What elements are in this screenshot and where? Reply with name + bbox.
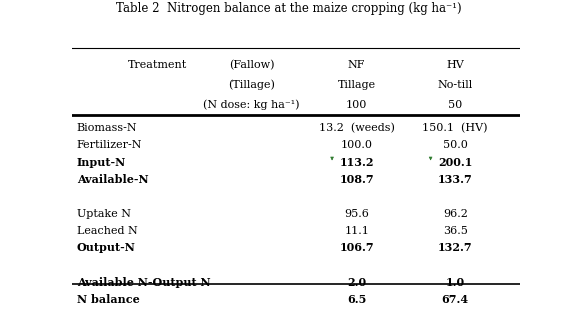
- Text: 1.0: 1.0: [446, 277, 465, 288]
- Text: 106.7: 106.7: [339, 242, 374, 254]
- Text: 67.4: 67.4: [442, 294, 469, 305]
- Text: Table 2  Nitrogen balance at the maize cropping (kg ha⁻¹): Table 2 Nitrogen balance at the maize cr…: [116, 2, 462, 15]
- Text: 100: 100: [346, 100, 368, 110]
- Text: 36.5: 36.5: [443, 226, 468, 236]
- Text: (Tillage): (Tillage): [228, 79, 275, 90]
- Text: (N dose: kg ha⁻¹): (N dose: kg ha⁻¹): [203, 100, 299, 110]
- Text: (Fallow): (Fallow): [229, 59, 274, 70]
- Text: Biomass-N: Biomass-N: [77, 123, 138, 133]
- Text: Uptake N: Uptake N: [77, 209, 131, 219]
- Text: NF: NF: [348, 60, 365, 70]
- Text: Treatment: Treatment: [128, 60, 187, 70]
- Text: 50.0: 50.0: [443, 140, 468, 150]
- Text: N balance: N balance: [77, 294, 139, 305]
- Text: 200.1: 200.1: [438, 156, 472, 168]
- Text: 108.7: 108.7: [339, 174, 374, 185]
- Text: 13.2  (weeds): 13.2 (weeds): [318, 123, 395, 133]
- Text: Output-N: Output-N: [77, 242, 136, 254]
- Text: 100.0: 100.0: [340, 140, 373, 150]
- Text: Fertilizer-N: Fertilizer-N: [77, 140, 142, 150]
- Text: 11.1: 11.1: [344, 226, 369, 236]
- Text: 50: 50: [448, 100, 462, 110]
- Text: Available-N: Available-N: [77, 174, 149, 185]
- Text: 113.2: 113.2: [339, 156, 374, 168]
- Text: Available N-Output N: Available N-Output N: [77, 277, 210, 288]
- Text: 132.7: 132.7: [438, 242, 473, 254]
- Text: 6.5: 6.5: [347, 294, 366, 305]
- Text: 133.7: 133.7: [438, 174, 473, 185]
- Text: 95.6: 95.6: [344, 209, 369, 219]
- Text: 2.0: 2.0: [347, 277, 366, 288]
- Text: HV: HV: [446, 60, 464, 70]
- Text: 150.1  (HV): 150.1 (HV): [423, 123, 488, 133]
- Text: Tillage: Tillage: [338, 80, 376, 90]
- Text: Leached N: Leached N: [77, 226, 138, 236]
- Text: 96.2: 96.2: [443, 209, 468, 219]
- Text: No-till: No-till: [438, 80, 473, 90]
- Text: Input-N: Input-N: [77, 156, 126, 168]
